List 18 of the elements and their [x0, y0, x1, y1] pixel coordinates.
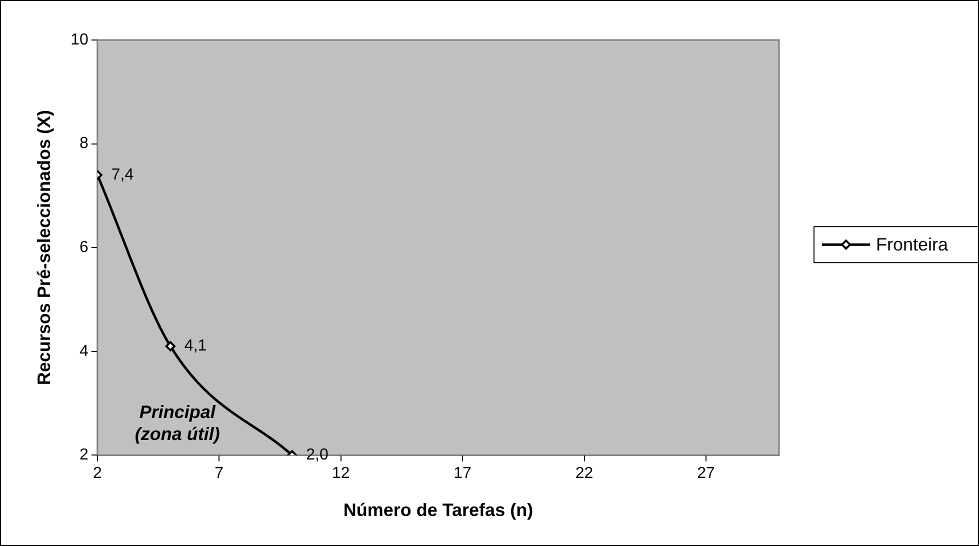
- annotation: Principal (zona útil): [134, 402, 220, 444]
- y-tick-label: 10: [70, 31, 88, 48]
- y-tick-label: 8: [79, 135, 88, 152]
- x-axis-title: Número de Tarefas (n): [343, 500, 534, 520]
- y-tick-label: 2: [79, 446, 88, 464]
- x-tick-label: 12: [332, 465, 350, 482]
- data-label: 2,0: [306, 446, 328, 464]
- x-tick-label: 2: [92, 465, 102, 482]
- legend-label: Fronteira: [876, 234, 950, 255]
- x-tick-label: 22: [575, 465, 594, 482]
- y-tick-label: 6: [79, 239, 88, 256]
- x-tick-label: 7: [214, 465, 224, 482]
- y-tick-label: 4: [79, 342, 88, 360]
- x-tick-label: 17: [454, 465, 472, 482]
- data-label: 7,4: [111, 166, 134, 184]
- y-axis-title: Recursos Pré-seleccionados (X): [34, 110, 54, 386]
- x-tick-label: 27: [697, 465, 715, 482]
- data-label: 4,1: [184, 338, 207, 355]
